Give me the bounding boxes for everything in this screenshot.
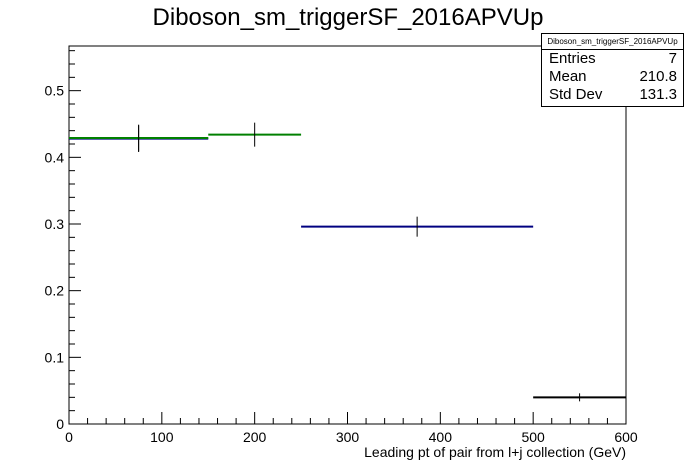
chart-title: Diboson_sm_triggerSF_2016APVUp <box>152 4 544 31</box>
histogram-bin <box>208 122 302 147</box>
x-tick-label: 500 <box>521 429 545 445</box>
y-tick-label: 0.4 <box>45 149 65 165</box>
histogram-bin <box>69 124 209 152</box>
stats-box-title: Diboson_sm_triggerSF_2016APVUp <box>542 34 683 50</box>
stats-entries-value: 7 <box>668 50 677 67</box>
x-tick-label: 0 <box>65 429 73 445</box>
stats-std-label: Std Dev <box>549 86 603 103</box>
y-tick-label: 0 <box>56 416 64 432</box>
x-tick-label: 200 <box>243 429 267 445</box>
y-tick-label: 0.1 <box>45 349 65 365</box>
x-tick-label: 300 <box>336 429 360 445</box>
histogram-bin <box>301 216 534 237</box>
stats-mean-value: 210.8 <box>639 68 677 85</box>
stats-row-std: Std Dev 131.3 <box>542 86 683 104</box>
x-axis-label: Leading pt of pair from l+j collection (… <box>364 444 626 460</box>
stats-row-entries: Entries 7 <box>542 50 683 68</box>
stats-entries-label: Entries <box>549 50 596 67</box>
x-tick-label: 600 <box>614 429 638 445</box>
x-tick-label: 400 <box>429 429 453 445</box>
stats-box: Diboson_sm_triggerSF_2016APVUp Entries 7… <box>541 33 684 107</box>
y-tick-label: 0.2 <box>45 283 65 299</box>
stats-mean-label: Mean <box>549 68 587 85</box>
x-tick-label: 100 <box>150 429 174 445</box>
stats-std-value: 131.3 <box>639 86 677 103</box>
histogram-bin <box>533 393 626 402</box>
y-tick-label: 0.5 <box>45 83 65 99</box>
y-tick-label: 0.3 <box>45 216 65 232</box>
stats-row-mean: Mean 210.8 <box>542 68 683 86</box>
